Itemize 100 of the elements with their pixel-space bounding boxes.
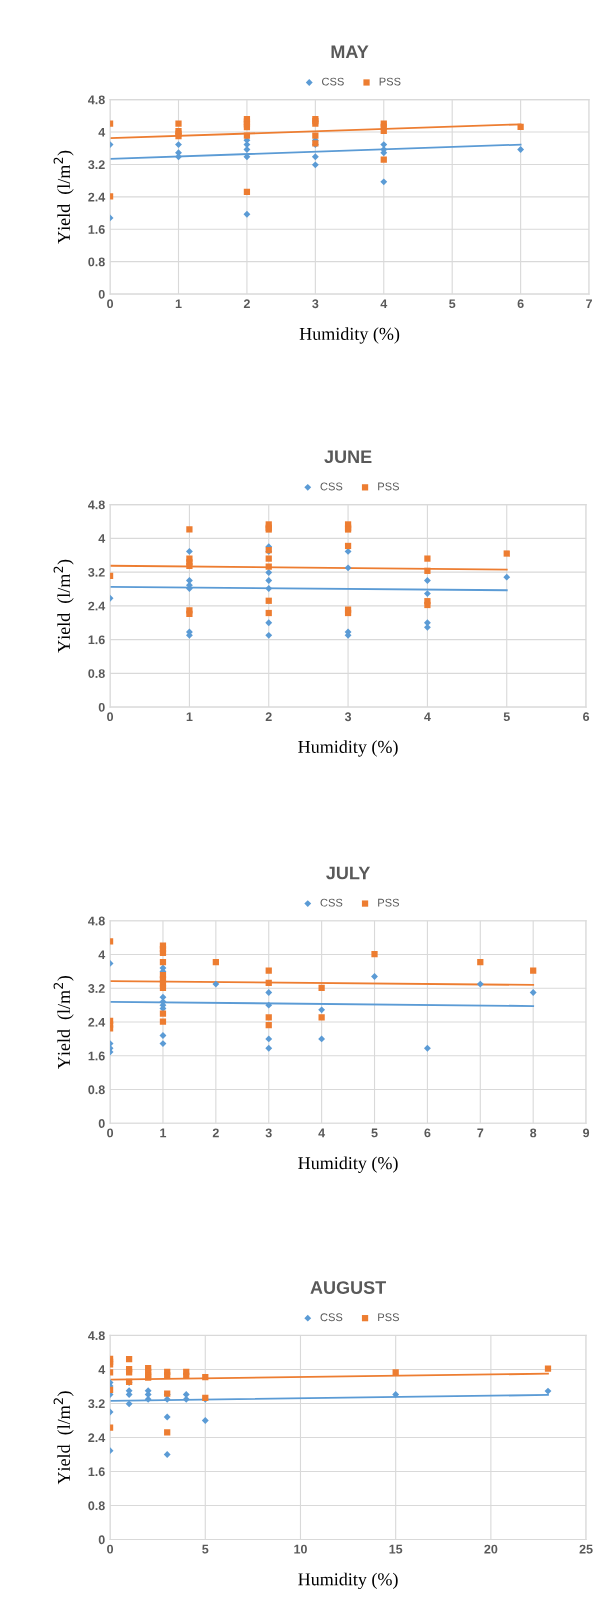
legend-label: PSS [378,898,399,907]
legend-label: PSS [379,77,401,86]
x-tick-label: 4 [380,299,388,308]
y-tick-label: 0.8 [88,1085,105,1095]
point [175,120,182,127]
point [185,585,193,592]
point [423,1044,431,1052]
point [344,542,352,550]
point [392,1391,400,1398]
y-tick-label: 1.6 [88,225,105,234]
point [503,573,511,581]
y-tick-label: 4.8 [88,500,105,510]
y-tick-label: 4 [98,127,106,137]
x-tick-label: 20 [484,1544,498,1554]
x-tick-label: 0 [107,1128,114,1138]
x-tick-label: 2 [243,299,250,308]
point [318,1014,325,1021]
x-tick-label: 5 [449,299,456,309]
point [159,1010,167,1017]
point [243,132,251,139]
point [186,526,193,533]
y-tick-label: 3.2 [88,160,105,170]
point [318,984,325,992]
x-tick-label: 5 [371,1128,378,1138]
x-tick-label: 25 [579,1544,593,1554]
point [517,146,525,153]
point [265,569,273,576]
x-tick-label: 3 [344,712,352,722]
point [344,564,352,572]
y-tick-label: 2.4 [88,192,106,202]
y-tick-label: 2.4 [88,601,106,611]
point [265,631,273,639]
x-tick-label: 3 [312,299,319,309]
point [424,555,431,562]
y-tick-label: 3.2 [88,1399,105,1409]
point [175,141,182,149]
point [202,1373,209,1381]
point [544,1387,552,1395]
x-tick-label: 2 [212,1128,219,1138]
y-tick-label: 0 [98,289,105,299]
point [344,609,352,617]
y-tick-label: 4 [98,534,106,543]
point [265,1021,272,1029]
point [424,567,431,574]
x-tick-label: 15 [389,1544,403,1554]
y-axis-title: Yield (l/m$^{2}$) [53,975,74,1069]
x-tick-label: 6 [424,1128,431,1138]
point [423,577,431,584]
point [265,563,272,570]
point [125,1400,133,1408]
point [265,585,273,592]
chart-title: JUNE [324,450,372,464]
point [182,1395,190,1403]
legend-label: PSS [378,1313,399,1322]
x-tick-label: 6 [517,299,524,309]
legend-label: CSS [322,77,344,86]
point [380,178,388,186]
y-tick-label: 1.6 [88,1051,105,1061]
point [212,980,220,988]
y-axis-title: Yield (l/m$^{2}$) [53,1391,74,1485]
y-tick-label: 2.4 [88,1017,106,1027]
x-tick-label: 10 [294,1544,307,1554]
x-tick-label: 0 [107,1544,114,1554]
x-axis-title: Humidity (%) [298,1156,398,1173]
legend-label: CSS [320,898,343,907]
point [212,959,219,966]
chart-title: AUGUST [310,1281,386,1294]
x-tick-label: 9 [583,1128,590,1138]
y-tick-label: 3.2 [88,567,105,577]
y-tick-label: 4 [98,950,106,960]
point [164,1429,171,1436]
y-tick-label: 4.8 [88,1331,105,1341]
y-tick-label: 0 [98,1119,105,1128]
x-tick-label: 5 [503,712,510,722]
point [529,989,537,996]
point [265,989,273,996]
point [423,590,431,598]
point [185,577,193,584]
x-tick-label: 4 [318,1128,326,1138]
y-tick-label: 4 [98,1365,106,1374]
x-axis-title: Humidity (%) [299,327,400,344]
point [380,156,387,163]
x-tick-label: 5 [202,1544,209,1554]
x-tick-label: 7 [586,299,592,308]
y-axis-title: Yield (l/m$^{2}$) [53,559,74,653]
point [311,153,319,161]
point [159,949,167,956]
y-tick-label: 2.4 [88,1433,106,1442]
point [265,597,272,604]
point [183,1372,190,1379]
point [163,1451,171,1458]
legend-label: PSS [378,482,399,491]
point [265,609,272,617]
point [265,967,272,974]
point [265,577,273,584]
point [125,1356,133,1363]
point [503,550,510,557]
chart-title: JULY [326,866,371,880]
point [517,123,524,130]
y-tick-label: 3.2 [88,984,105,993]
